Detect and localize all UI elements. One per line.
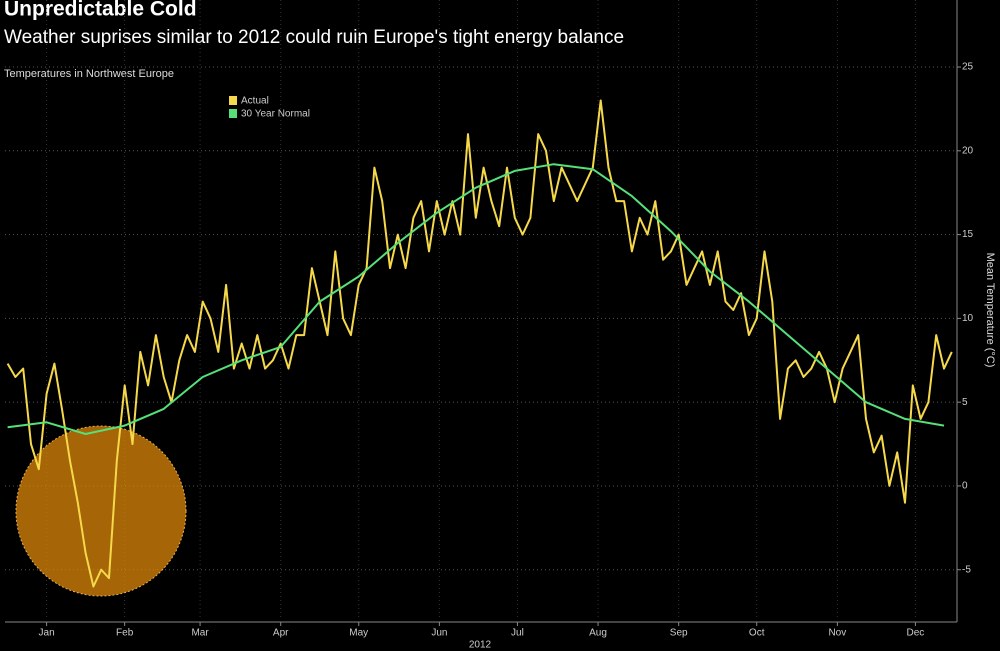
x-tick-label: Sep [670, 628, 688, 639]
highlight-circle [15, 425, 187, 597]
legend-swatch [229, 109, 237, 118]
y-tick-label: 0 [962, 481, 968, 492]
x-tick-label: Mar [191, 628, 209, 639]
y-tick-label: -5 [962, 564, 971, 575]
y-tick-label: 20 [962, 145, 974, 156]
series-line [6, 99, 953, 588]
y-tick-label: 5 [962, 397, 968, 408]
y-axis-label: Mean Temperature (°C) [984, 253, 996, 368]
y-tick-label: 15 [962, 229, 974, 240]
x-tick-label: Aug [589, 628, 607, 639]
x-tick-label: Jan [39, 628, 55, 639]
legend-label: Actual [241, 96, 269, 107]
x-tick-label: Jun [431, 628, 447, 639]
y-tick-label: 25 [962, 62, 974, 73]
x-tick-label: Nov [828, 628, 846, 639]
series-line [7, 163, 945, 435]
chart-label: Temperatures in Northwest Europe [4, 68, 174, 80]
x-tick-label: Dec [906, 628, 924, 639]
x-tick-label: Apr [273, 628, 289, 639]
x-axis-label: 2012 [469, 640, 492, 651]
legend-swatch [229, 96, 237, 105]
x-tick-label: Feb [116, 628, 134, 639]
y-tick-label: 10 [962, 313, 974, 324]
legend-label: 30 Year Normal [241, 109, 310, 120]
chart-title: Unpredictable Cold [4, 0, 197, 21]
x-tick-label: Oct [749, 628, 765, 639]
x-tick-label: May [349, 628, 368, 639]
x-tick-label: Jul [511, 628, 524, 639]
chart-subtitle: Weather suprises similar to 2012 could r… [4, 27, 624, 48]
